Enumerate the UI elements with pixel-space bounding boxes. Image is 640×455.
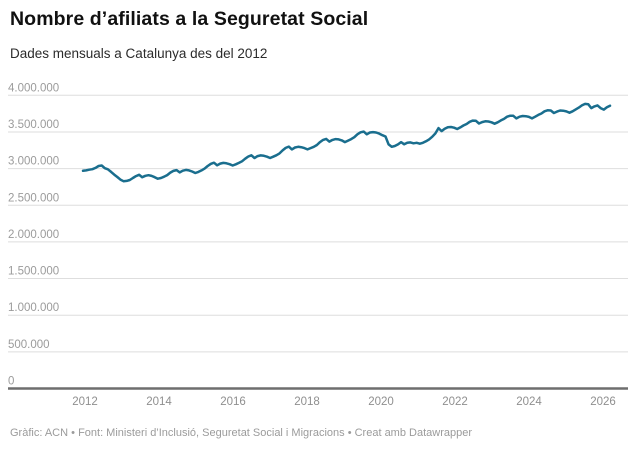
y-tick-label: 500.000 <box>8 339 50 351</box>
y-tick-label: 0 <box>8 376 14 388</box>
chart-title: Nombre d’afiliats a la Seguretat Social <box>10 8 369 30</box>
footer-credit: Gràfic: ACN <box>10 427 69 439</box>
x-tick-label: 2018 <box>294 396 320 408</box>
x-tick-label: 2012 <box>72 396 98 408</box>
y-tick-label: 3.500.000 <box>8 119 59 131</box>
y-tick-label: 2.000.000 <box>8 229 59 241</box>
affiliates-data-line <box>81 102 612 183</box>
x-tick-label: 2026 <box>590 396 616 408</box>
y-tick-label: 1.000.000 <box>8 302 59 314</box>
x-tick-label: 2020 <box>368 396 394 408</box>
chart-subtitle: Dades mensuals a Catalunya des del 2012 <box>10 46 268 61</box>
y-tick-label: 3.000.000 <box>8 156 59 168</box>
x-tick-label: 2014 <box>146 396 172 408</box>
footer-source: Font: Ministeri d’Inclusió, Seguretat So… <box>78 427 345 439</box>
x-tick-label: 2022 <box>442 396 468 408</box>
footer-separator: • <box>71 427 75 439</box>
y-tick-label: 4.000.000 <box>8 82 59 94</box>
datawrapper-attribution-link[interactable]: Creat amb Datawrapper <box>354 427 472 439</box>
footer-separator: • <box>347 427 352 439</box>
chart-footer: Gràfic: ACN • Font: Ministeri d’Inclusió… <box>10 427 630 439</box>
x-tick-label: 2016 <box>220 396 246 408</box>
x-tick-label: 2024 <box>516 396 542 408</box>
y-tick-label: 2.500.000 <box>8 192 59 204</box>
y-tick-label: 1.500.000 <box>8 266 59 278</box>
